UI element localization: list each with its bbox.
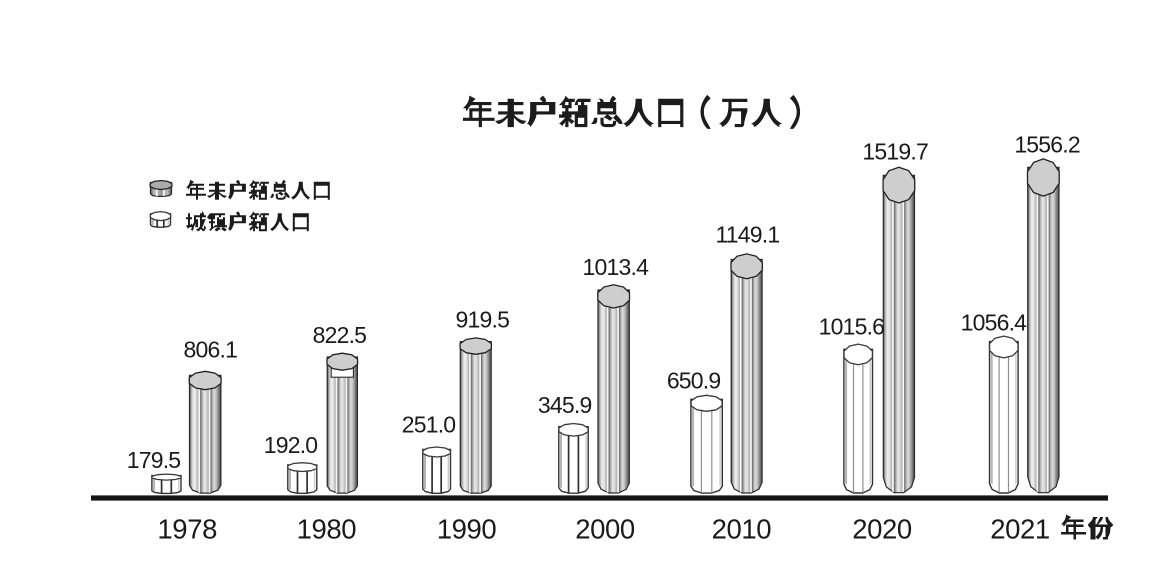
svg-text:2010: 2010 (712, 514, 772, 545)
svg-text:1056.4: 1056.4 (961, 310, 1028, 336)
svg-text:1990: 1990 (437, 514, 497, 545)
svg-text:1978: 1978 (157, 514, 217, 545)
svg-text:650.9: 650.9 (667, 367, 721, 393)
svg-text:1149.1: 1149.1 (715, 222, 779, 248)
svg-text:251.0: 251.0 (402, 411, 456, 437)
svg-text:2021: 2021 (990, 514, 1050, 545)
svg-text:1980: 1980 (297, 514, 357, 545)
svg-text:1013.4: 1013.4 (583, 254, 650, 280)
svg-text:822.5: 822.5 (313, 322, 367, 348)
svg-text:2020: 2020 (852, 514, 912, 545)
svg-text:919.5: 919.5 (456, 307, 510, 333)
svg-text:1519.7: 1519.7 (862, 139, 928, 165)
svg-text:192.0: 192.0 (264, 432, 318, 458)
svg-text:1015.6: 1015.6 (819, 314, 885, 340)
svg-text:806.1: 806.1 (184, 337, 238, 363)
svg-text:2000: 2000 (575, 514, 635, 545)
svg-text:1556.2: 1556.2 (1014, 132, 1080, 158)
svg-text:345.9: 345.9 (538, 392, 592, 418)
svg-text:179.5: 179.5 (127, 447, 181, 473)
